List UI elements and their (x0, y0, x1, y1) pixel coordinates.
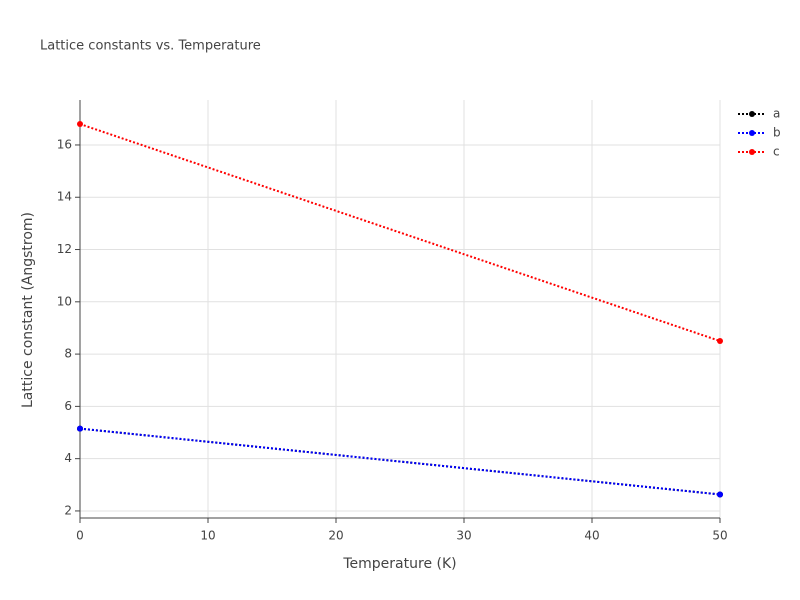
y-tick-label: 4 (64, 451, 72, 465)
point (77, 425, 83, 432)
legend-marker (749, 149, 755, 155)
x-tick-label: 20 (328, 529, 343, 543)
legend-marker (749, 130, 755, 136)
chart-title: Lattice constants vs. Temperature (40, 39, 261, 54)
point (717, 338, 723, 345)
x-tick-label: 40 (584, 529, 599, 543)
legend-marker (749, 111, 755, 117)
x-axis-title: Temperature (K) (342, 556, 456, 572)
x-tick-label: 30 (456, 529, 471, 543)
y-tick-label: 14 (57, 190, 72, 204)
series-line (79, 427, 721, 496)
x-tick-label: 0 (76, 529, 84, 543)
y-tick-label: 12 (57, 242, 72, 256)
y-tick-label: 10 (57, 294, 72, 308)
y-tick-label: 8 (64, 347, 72, 361)
x-tick-label: 50 (712, 529, 727, 543)
point (717, 491, 723, 498)
y-axis-title: Lattice constant (Angstrom) (20, 212, 36, 408)
y-tick-label: 2 (64, 503, 72, 517)
y-tick-label: 6 (64, 399, 72, 413)
y-tick-label: 16 (57, 137, 72, 151)
legend-label: a (773, 107, 780, 121)
series-line (79, 123, 721, 342)
legend-label: c (773, 145, 780, 159)
legend-label: b (773, 126, 781, 140)
point (77, 121, 83, 128)
x-tick-label: 10 (200, 529, 215, 543)
